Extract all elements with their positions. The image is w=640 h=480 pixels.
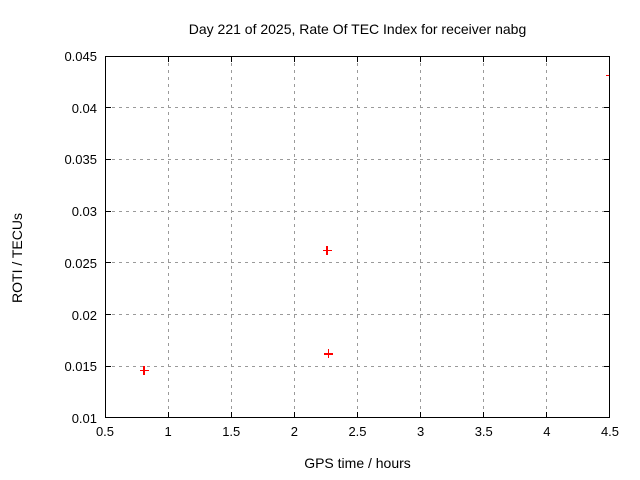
y-tick-label: 0.045 — [64, 49, 97, 64]
x-tick-mark — [546, 56, 548, 62]
y-tick-mark — [105, 314, 111, 316]
gridline-vertical — [293, 56, 295, 418]
chart-title: Day 221 of 2025, Rate Of TEC Index for r… — [188, 21, 527, 37]
x-tick-label: 2.5 — [348, 424, 367, 439]
y-tick-mark — [105, 417, 111, 418]
y-tick-label: 0.01 — [71, 411, 97, 426]
y-tick-mark — [105, 210, 111, 212]
marker-arm — [143, 365, 145, 375]
x-tick-label: 0.5 — [95, 424, 115, 439]
x-tick-label: 2 — [290, 424, 298, 439]
x-tick-mark — [357, 412, 358, 418]
y-tick-mark — [105, 56, 111, 57]
y-tick-mark — [604, 210, 610, 212]
y-tick-mark — [604, 107, 610, 109]
x-tick-mark — [167, 56, 169, 62]
x-tick-label: 3 — [417, 424, 425, 439]
gridline-vertical — [483, 56, 485, 418]
y-tick-mark — [604, 314, 610, 316]
x-tick-mark — [357, 56, 358, 62]
x-tick-label: 3.5 — [474, 424, 493, 439]
x-tick-label: 1 — [164, 424, 172, 439]
gridline-vertical — [357, 56, 358, 418]
gridline-horizontal — [105, 107, 610, 109]
x-tick-mark — [420, 412, 422, 418]
x-tick-mark — [230, 412, 232, 418]
x-tick-mark — [293, 412, 295, 418]
y-tick-label: 0.025 — [64, 255, 97, 271]
y-tick-label: 0.02 — [71, 307, 97, 323]
y-tick-label: 0.04 — [71, 100, 97, 116]
x-tick-mark — [420, 56, 422, 62]
y-tick-mark — [604, 158, 610, 160]
x-tick-mark — [230, 56, 232, 62]
marker-arm — [326, 245, 328, 255]
y-axis-label: ROTI / TECUs — [9, 213, 25, 303]
gridline-horizontal — [105, 210, 610, 212]
y-tick-mark — [105, 262, 111, 264]
y-tick-mark — [105, 107, 111, 109]
y-tick-mark — [105, 365, 111, 367]
y-tick-mark — [105, 158, 111, 160]
marker-arm — [327, 349, 330, 359]
gridline-horizontal — [105, 262, 610, 264]
marker-arm — [605, 74, 610, 77]
gridline-vertical — [420, 56, 422, 418]
y-tick-mark — [604, 365, 610, 367]
y-tick-label: 0.03 — [71, 204, 97, 220]
x-tick-mark — [293, 56, 295, 62]
x-tick-mark — [105, 56, 106, 62]
x-tick-mark — [483, 412, 485, 418]
gridline-horizontal — [105, 365, 610, 367]
gridline-vertical — [230, 56, 232, 418]
x-tick-label: 1.5 — [222, 424, 241, 439]
plot-area — [105, 56, 610, 418]
y-tick-label: 0.035 — [64, 152, 97, 168]
x-tick-mark — [546, 412, 548, 418]
gridline-horizontal — [105, 158, 610, 160]
y-tick-mark — [604, 56, 610, 57]
x-tick-mark — [167, 412, 169, 418]
x-tick-label: 4.5 — [600, 424, 620, 439]
marker-arm — [609, 71, 610, 81]
gridline-horizontal — [105, 314, 610, 316]
x-tick-mark — [483, 56, 485, 62]
x-axis-label: GPS time / hours — [304, 455, 411, 471]
gridline-vertical — [167, 56, 169, 418]
y-tick-mark — [604, 262, 610, 264]
x-tick-label: 4 — [543, 424, 551, 439]
y-tick-mark — [604, 417, 610, 418]
x-tick-mark — [609, 56, 610, 62]
gridline-vertical — [546, 56, 548, 418]
y-tick-label: 0.015 — [64, 359, 97, 375]
